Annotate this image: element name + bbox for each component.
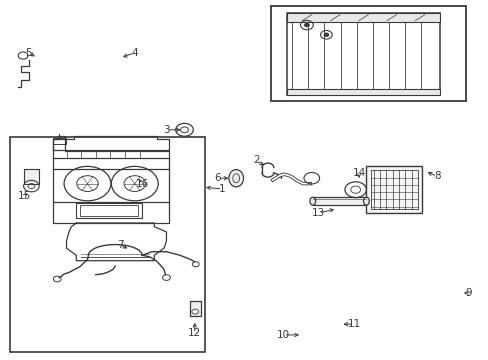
Text: 7: 7 [117,239,123,249]
Text: 16: 16 [135,179,148,189]
Bar [287,13,439,95]
Text: 2: 2 [253,155,260,165]
Bar [287,13,439,22]
Text: 14: 14 [352,168,365,178]
Bar [271,6,466,101]
Bar [287,89,439,95]
Bar [80,205,138,216]
Ellipse shape [228,170,243,187]
Text: 15: 15 [18,191,31,201]
Text: 4: 4 [131,48,138,58]
Bar [312,197,366,205]
Text: 5: 5 [25,48,32,58]
Text: 6: 6 [214,173,221,183]
Bar [370,170,417,210]
Bar [24,168,39,184]
Text: 13: 13 [311,208,325,218]
Text: 9: 9 [465,288,471,298]
Ellipse shape [309,197,315,205]
Bar [366,166,422,213]
Text: 1: 1 [219,184,225,194]
Text: 3: 3 [163,125,169,135]
Circle shape [304,23,309,27]
Text: 10: 10 [276,330,289,340]
Bar [53,138,65,144]
Ellipse shape [363,197,368,205]
Bar [189,301,200,316]
Bar [10,137,205,352]
Text: 11: 11 [347,319,360,329]
Bar [76,203,142,218]
Text: 12: 12 [188,328,201,338]
Text: 8: 8 [433,171,440,181]
Circle shape [324,33,328,37]
